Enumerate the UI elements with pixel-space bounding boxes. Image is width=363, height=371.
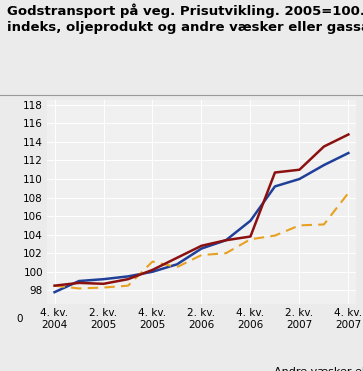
Text: Godstransport på veg. Prisutvikling. 2005=100. Total-
indeks, oljeprodukt og and: Godstransport på veg. Prisutvikling. 200… bbox=[7, 4, 363, 34]
Line: Totalindeks: Totalindeks bbox=[54, 153, 348, 292]
Totalindeks bbox=[224, 238, 228, 243]
Totalindeks bbox=[150, 270, 155, 274]
Totalindeks bbox=[346, 151, 351, 155]
Oljeprodukt bbox=[322, 222, 326, 227]
Totalindeks bbox=[322, 163, 326, 167]
Oljeprodukt bbox=[297, 223, 302, 228]
Oljeprodukt bbox=[77, 286, 81, 291]
Andre væsker eller
gassar i bulk bbox=[52, 283, 57, 288]
Oljeprodukt bbox=[346, 191, 351, 195]
Andre væsker eller
gassar i bulk bbox=[224, 238, 228, 243]
Totalindeks bbox=[101, 277, 106, 281]
Totalindeks bbox=[126, 274, 130, 279]
Oljeprodukt bbox=[199, 253, 204, 257]
Andre væsker eller
gassar i bulk bbox=[126, 277, 130, 281]
Legend: Totalindeks, Oljeprodukt, Andre væsker eller
gassar i bulk: Totalindeks, Oljeprodukt, Andre væsker e… bbox=[46, 367, 363, 371]
Totalindeks bbox=[52, 290, 57, 295]
Line: Oljeprodukt: Oljeprodukt bbox=[54, 193, 348, 289]
Text: 0: 0 bbox=[16, 313, 23, 324]
Oljeprodukt bbox=[224, 251, 228, 255]
Oljeprodukt bbox=[150, 259, 155, 264]
Totalindeks bbox=[248, 219, 253, 223]
Line: Andre væsker eller
gassar i bulk: Andre væsker eller gassar i bulk bbox=[54, 135, 348, 286]
Andre væsker eller
gassar i bulk bbox=[101, 282, 106, 286]
Totalindeks bbox=[77, 279, 81, 283]
Andre væsker eller
gassar i bulk bbox=[77, 281, 81, 285]
Andre væsker eller
gassar i bulk bbox=[199, 244, 204, 248]
Totalindeks bbox=[273, 184, 277, 188]
Oljeprodukt bbox=[52, 283, 57, 288]
Oljeprodukt bbox=[126, 283, 130, 288]
Andre væsker eller
gassar i bulk bbox=[150, 268, 155, 272]
Andre væsker eller
gassar i bulk bbox=[346, 132, 351, 137]
Andre væsker eller
gassar i bulk bbox=[248, 234, 253, 239]
Andre væsker eller
gassar i bulk bbox=[297, 167, 302, 172]
Totalindeks bbox=[297, 177, 302, 181]
Totalindeks bbox=[175, 262, 179, 267]
Oljeprodukt bbox=[248, 237, 253, 242]
Oljeprodukt bbox=[175, 265, 179, 269]
Andre væsker eller
gassar i bulk bbox=[273, 170, 277, 175]
Andre væsker eller
gassar i bulk bbox=[322, 144, 326, 149]
Totalindeks bbox=[199, 246, 204, 251]
Andre væsker eller
gassar i bulk bbox=[175, 256, 179, 260]
Oljeprodukt bbox=[273, 233, 277, 238]
Oljeprodukt bbox=[101, 285, 106, 290]
